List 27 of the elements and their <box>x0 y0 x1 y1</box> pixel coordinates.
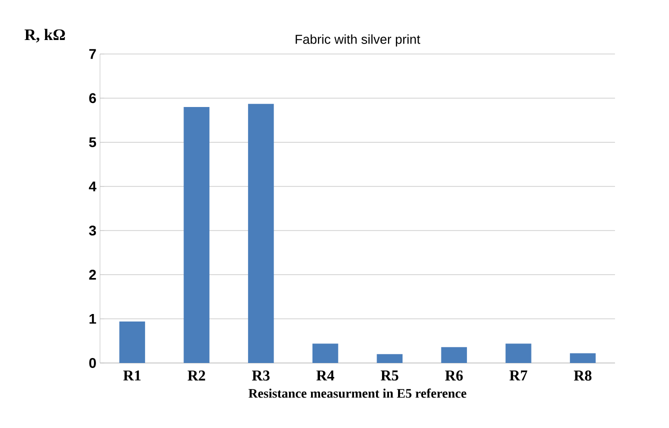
y-tick-label: 2 <box>89 270 96 280</box>
y-tick-label: 3 <box>89 226 96 236</box>
y-tick-label: 0 <box>89 358 96 368</box>
x-tick-label: R1 <box>123 370 141 380</box>
x-tick-label: R3 <box>252 370 270 381</box>
y-tick-label: 7 <box>89 49 96 59</box>
bar <box>248 104 274 363</box>
bar <box>312 344 338 363</box>
chart-title: Fabric with silver print <box>296 34 420 46</box>
bar <box>441 347 467 363</box>
y-tick-label: 4 <box>88 182 96 192</box>
x-axis-title: Resistance measurment in E5 reference <box>248 388 466 398</box>
x-tick-label: R2 <box>188 370 206 380</box>
x-tick-label: R8 <box>574 370 592 381</box>
y-axis-title: R, kΩ <box>24 28 65 42</box>
bar <box>119 321 146 363</box>
bar <box>570 353 596 363</box>
x-tick-label: R6 <box>445 370 463 381</box>
y-tick-label: 5 <box>89 137 96 148</box>
x-tick-label: R7 <box>510 370 528 380</box>
bar <box>506 344 532 363</box>
x-tick-label: R4 <box>316 370 334 380</box>
y-tick-label: 6 <box>89 93 96 104</box>
x-tick-label: R5 <box>380 370 398 380</box>
bar <box>376 354 403 363</box>
bar <box>184 106 210 363</box>
y-tick-label: 1 <box>90 314 96 324</box>
